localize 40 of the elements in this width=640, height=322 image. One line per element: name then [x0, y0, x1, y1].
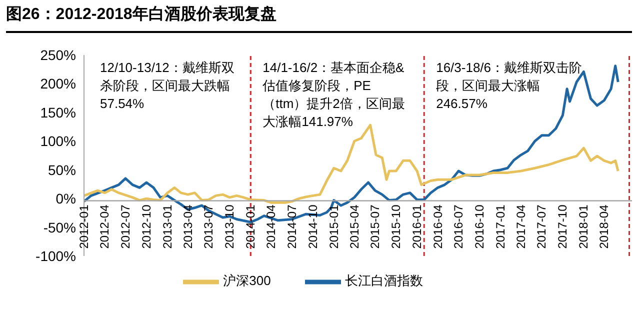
x-tick-label: 2012-04	[98, 204, 112, 249]
legend-label: 沪深300	[223, 273, 271, 288]
y-tick-label: 100%	[40, 133, 76, 150]
y-tick-label: 200%	[40, 76, 76, 92]
y-tick-label: 250%	[40, 46, 76, 63]
x-tick-label: 2015-10	[389, 204, 404, 249]
x-tick-label: 2012-07	[118, 204, 132, 249]
x-tick-label: 2013-01	[160, 204, 174, 249]
x-tick-label: 2014-10	[306, 204, 320, 249]
x-tick-label: 2016-10	[472, 204, 486, 249]
x-tick-label: 2014-04	[264, 204, 278, 249]
x-tick-label: 2013-10	[222, 204, 237, 249]
x-tick-label: 2015-04	[347, 204, 362, 249]
x-tick-label: 2012-01	[77, 204, 91, 249]
y-tick-label: 50%	[48, 162, 76, 178]
y-tick-label: 0%	[56, 190, 76, 207]
x-tick-label: 2017-01	[493, 204, 508, 249]
x-tick-label: 2018-04	[597, 204, 612, 249]
x-tick-label: 2017-04	[514, 204, 528, 249]
y-tick-label: 150%	[40, 104, 76, 120]
x-tick-label: 2016-07	[452, 204, 466, 249]
y-tick-label: -50%	[43, 219, 76, 236]
y-tick-label: -100%	[36, 248, 76, 264]
x-tick-label: 2017-07	[534, 204, 549, 249]
legend-label: 长江白酒指数	[344, 273, 423, 288]
x-tick-label: 2017-10	[556, 204, 570, 249]
annotation: 12/10-13/12：戴维斯双杀阶段，区间最大跌幅57.54%	[100, 59, 236, 113]
x-tick-label: 2016-04	[430, 204, 445, 249]
x-tick-label: 2014-07	[284, 204, 299, 249]
annotation: 14/1-16/2：基本面企稳&估值修复阶段，PE（ttm）提升2倍，区间最大涨幅141.97%	[262, 59, 406, 131]
x-tick-label: 2015-01	[326, 204, 341, 249]
x-tick-label: 2016-01	[410, 204, 424, 249]
x-tick-label: 2018-01	[576, 204, 591, 249]
annotation: 16/3-18/6：戴维斯双击阶段，区间最大涨幅246.57%	[436, 59, 582, 113]
x-tick-label: 2013-04	[180, 204, 195, 249]
x-tick-label: 2014-01	[244, 204, 258, 249]
x-tick-label: 2015-07	[368, 204, 382, 249]
x-tick-label: 2013-07	[202, 204, 216, 249]
x-tick-label: 2012-10	[139, 204, 154, 249]
chart-title: 图26：2012-2018年白酒股价表现复盘	[6, 2, 632, 33]
